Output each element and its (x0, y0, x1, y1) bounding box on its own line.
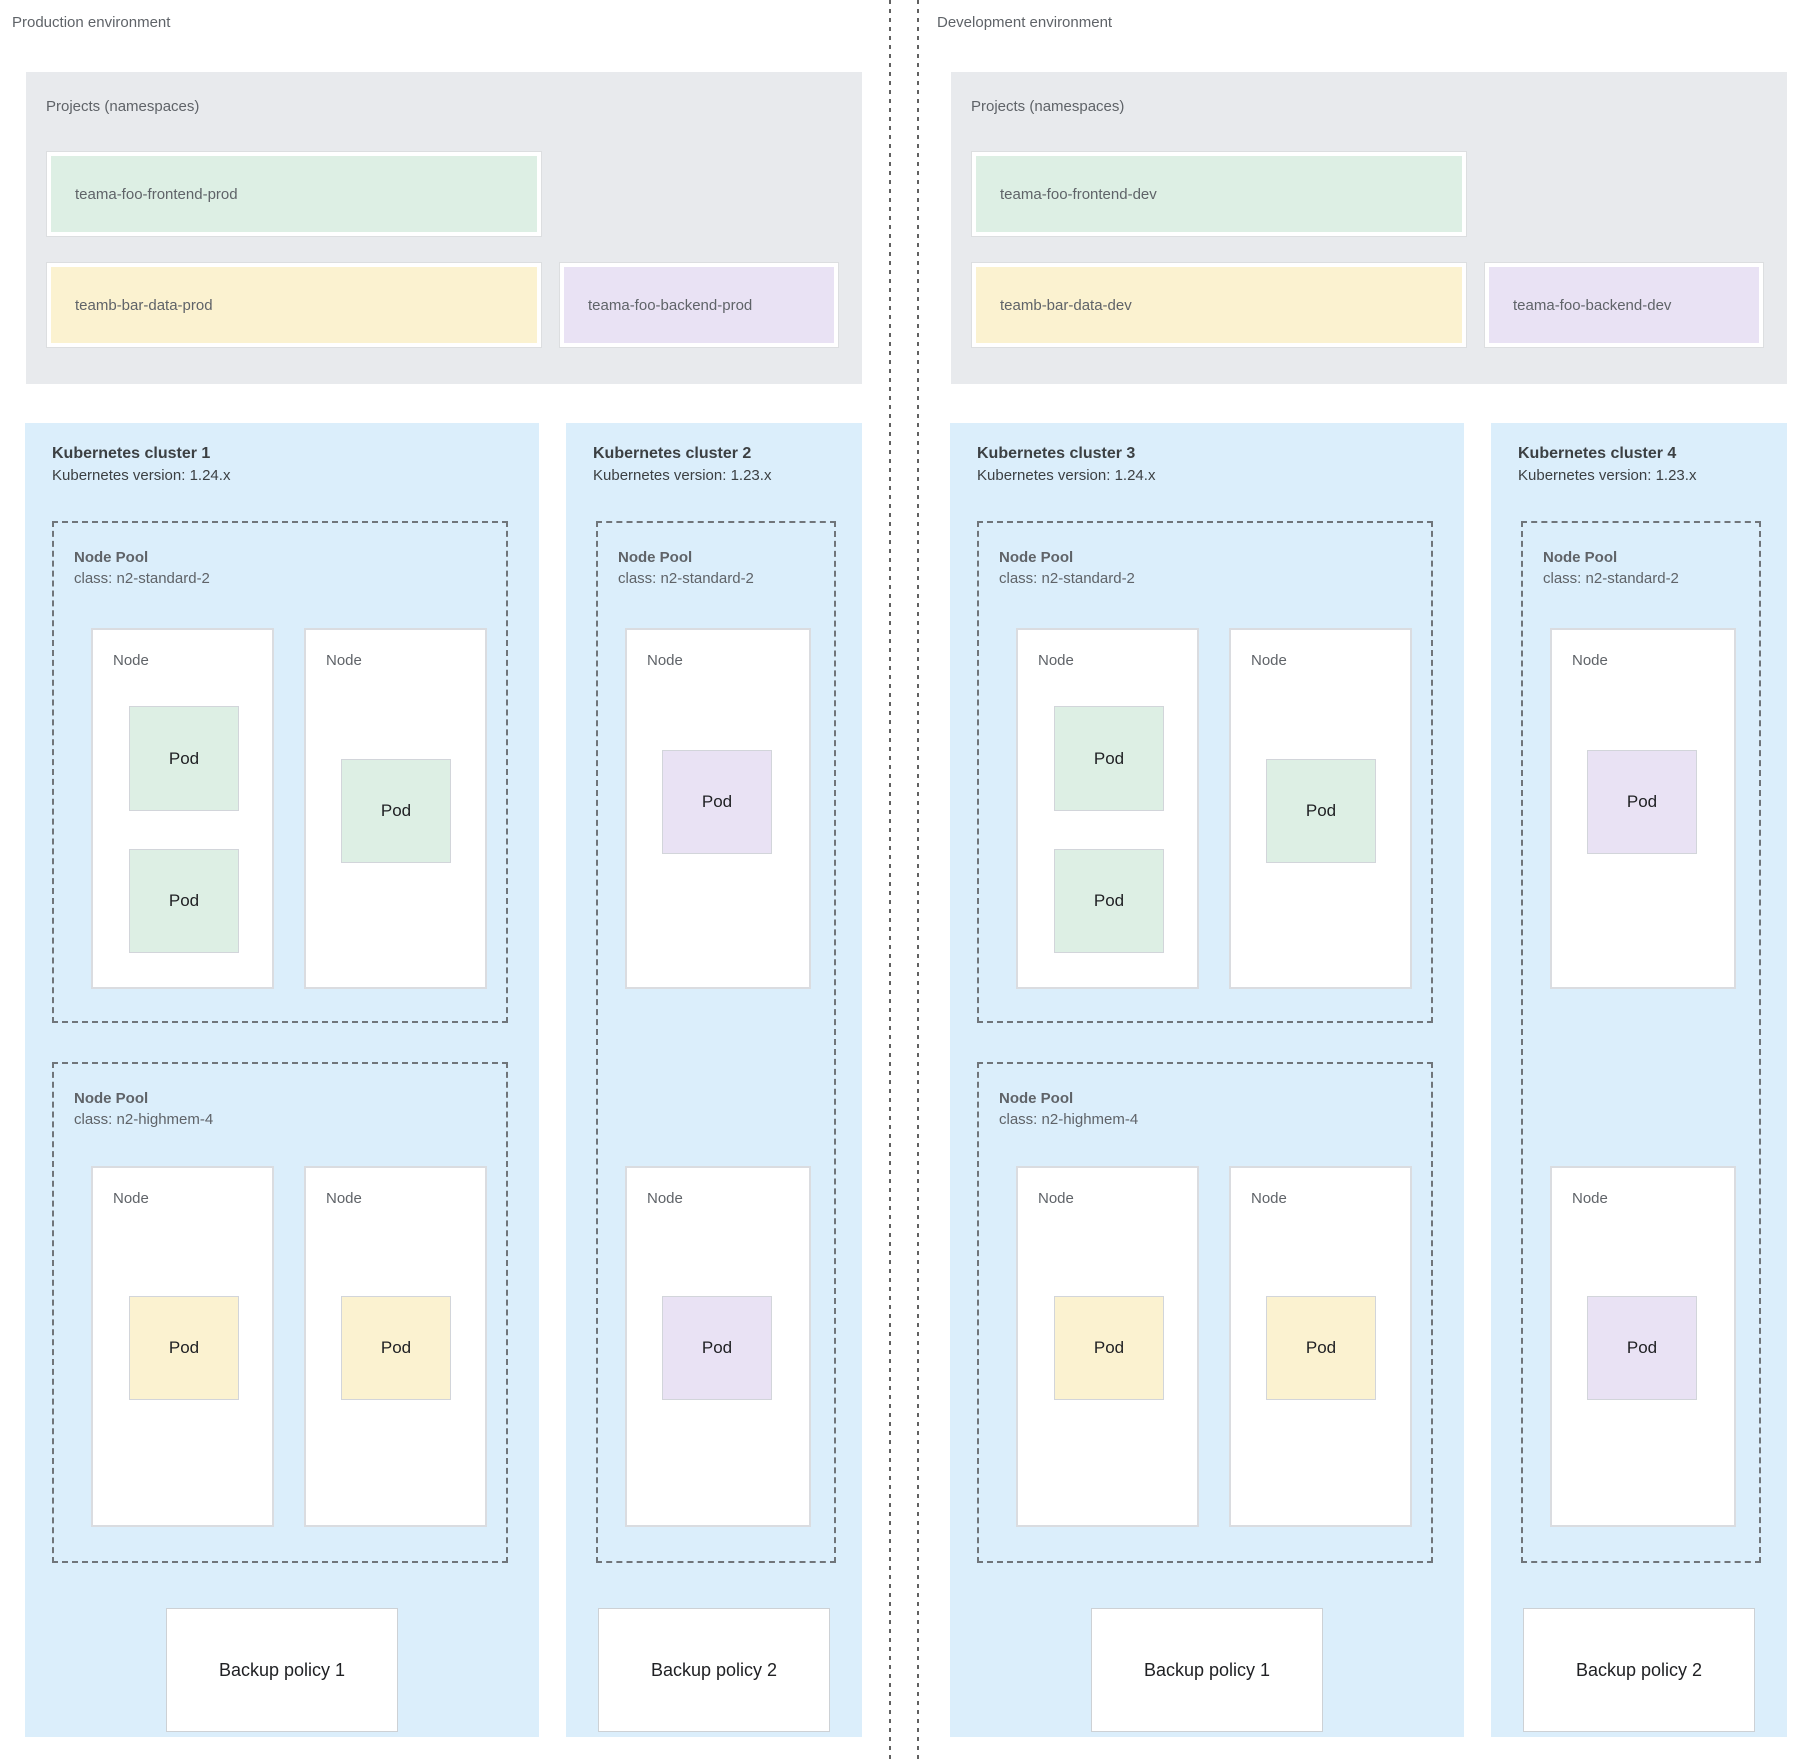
node-label: Node (326, 1190, 362, 1207)
node-box: Node Pod (1229, 1166, 1412, 1527)
node-box: Node Pod (1016, 1166, 1199, 1527)
cluster-version: Kubernetes version: 1.24.x (52, 467, 231, 484)
node-box: Node Pod (1550, 1166, 1736, 1527)
cluster-version: Kubernetes version: 1.23.x (593, 467, 772, 484)
development-environment-section: Development environment Projects (namesp… (925, 0, 1800, 1760)
production-environment-section: Production environment Projects (namespa… (0, 0, 875, 1760)
kubernetes-cluster-1-box: Kubernetes cluster 1 Kubernetes version:… (25, 423, 539, 1737)
node-box: Node Pod Pod (1016, 628, 1199, 989)
node-pool-class: class: n2-standard-2 (74, 570, 210, 587)
node-label: Node (647, 1190, 683, 1207)
node-box: Node Pod (625, 1166, 811, 1527)
node-pool-class: class: n2-standard-2 (618, 570, 754, 587)
node-pool-highmem-box: Node Pool class: n2-highmem-4 Node Pod N… (52, 1062, 508, 1563)
node-pool-standard-box: Node Pool class: n2-standard-2 Node Pod … (52, 521, 508, 1023)
pod-box: Pod (129, 706, 239, 811)
pod-box: Pod (129, 1296, 239, 1400)
pod-box: Pod (662, 1296, 772, 1400)
pod-box: Pod (1266, 759, 1376, 863)
node-label: Node (647, 652, 683, 669)
node-label: Node (326, 652, 362, 669)
namespace-backend-box: teama-foo-backend-dev (1484, 262, 1764, 348)
node-pool-class: class: n2-standard-2 (999, 570, 1135, 587)
node-label: Node (1251, 652, 1287, 669)
node-pool-class: class: n2-highmem-4 (74, 1111, 214, 1128)
projects-box: Projects (namespaces) teama-foo-frontend… (26, 72, 862, 384)
pod-box: Pod (1054, 849, 1164, 953)
node-label: Node (1038, 652, 1074, 669)
node-pool-label: Node Pool (999, 1090, 1074, 1107)
cluster-title: Kubernetes cluster 1 (52, 445, 211, 462)
node-label: Node (1038, 1190, 1074, 1207)
node-pool-class: class: n2-standard-2 (1543, 570, 1679, 587)
namespace-frontend-box: teama-foo-frontend-dev (971, 151, 1467, 237)
pod-box: Pod (662, 750, 772, 854)
node-label: Node (1572, 652, 1608, 669)
environment-divider-line (889, 0, 891, 1760)
node-label: Node (113, 652, 149, 669)
node-box: Node Pod (91, 1166, 274, 1527)
environment-divider-line (917, 0, 919, 1760)
node-pool-standard-box: Node Pool class: n2-standard-2 Node Pod … (596, 521, 836, 1563)
node-box: Node Pod (304, 1166, 487, 1527)
node-box: Node Pod (625, 628, 811, 989)
node-pool-class: class: n2-highmem-4 (999, 1111, 1139, 1128)
node-pool-label: Node Pool (999, 549, 1074, 566)
node-pool-label: Node Pool (1543, 549, 1618, 566)
environment-label: Production environment (12, 14, 171, 31)
node-pool-label: Node Pool (74, 1090, 149, 1107)
cluster-version: Kubernetes version: 1.23.x (1518, 467, 1697, 484)
node-box: Node Pod (1550, 628, 1736, 989)
cluster-title: Kubernetes cluster 2 (593, 445, 752, 462)
node-label: Node (1572, 1190, 1608, 1207)
node-pool-standard-box: Node Pool class: n2-standard-2 Node Pod … (977, 521, 1433, 1023)
pod-box: Pod (129, 849, 239, 953)
pod-box: Pod (1587, 1296, 1697, 1400)
namespace-data-box: teamb-bar-data-prod (46, 262, 542, 348)
namespace-frontend-box: teama-foo-frontend-prod (46, 151, 542, 237)
cluster-title: Kubernetes cluster 4 (1518, 445, 1677, 462)
backup-policy-1-box: Backup policy 1 (1091, 1608, 1323, 1732)
node-box: Node Pod Pod (91, 628, 274, 989)
kubernetes-cluster-4-box: Kubernetes cluster 4 Kubernetes version:… (1491, 423, 1787, 1737)
node-pool-standard-box: Node Pool class: n2-standard-2 Node Pod … (1521, 521, 1761, 1563)
namespace-data-box: teamb-bar-data-dev (971, 262, 1467, 348)
cluster-title: Kubernetes cluster 3 (977, 445, 1136, 462)
pod-box: Pod (1266, 1296, 1376, 1400)
pod-box: Pod (1587, 750, 1697, 854)
kubernetes-cluster-2-box: Kubernetes cluster 2 Kubernetes version:… (566, 423, 862, 1737)
node-label: Node (1251, 1190, 1287, 1207)
backup-policy-2-box: Backup policy 2 (598, 1608, 830, 1732)
pod-box: Pod (341, 1296, 451, 1400)
node-pool-highmem-box: Node Pool class: n2-highmem-4 Node Pod N… (977, 1062, 1433, 1563)
projects-box: Projects (namespaces) teama-foo-frontend… (951, 72, 1787, 384)
kubernetes-cluster-3-box: Kubernetes cluster 3 Kubernetes version:… (950, 423, 1464, 1737)
backup-policy-2-box: Backup policy 2 (1523, 1608, 1755, 1732)
cluster-version: Kubernetes version: 1.24.x (977, 467, 1156, 484)
pod-box: Pod (1054, 706, 1164, 811)
node-pool-label: Node Pool (618, 549, 693, 566)
node-label: Node (113, 1190, 149, 1207)
backup-policy-1-box: Backup policy 1 (166, 1608, 398, 1732)
node-box: Node Pod (1229, 628, 1412, 989)
pod-box: Pod (341, 759, 451, 863)
projects-title: Projects (namespaces) (971, 98, 1125, 115)
projects-title: Projects (namespaces) (46, 98, 200, 115)
node-box: Node Pod (304, 628, 487, 989)
namespace-backend-box: teama-foo-backend-prod (559, 262, 839, 348)
pod-box: Pod (1054, 1296, 1164, 1400)
environment-label: Development environment (937, 14, 1113, 31)
node-pool-label: Node Pool (74, 549, 149, 566)
